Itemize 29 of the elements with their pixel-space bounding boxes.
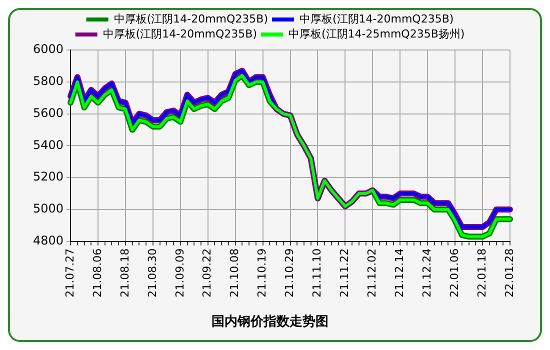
y-tick-label: 4800 — [32, 234, 64, 248]
x-tick-label: 21.09.22 — [200, 248, 214, 298]
y-tick-label: 5200 — [32, 170, 64, 184]
x-tick-label: 21.10.08 — [228, 248, 242, 298]
x-tick-label: 22.01.06 — [448, 248, 461, 298]
x-tick-label: 22.01.18 — [475, 248, 488, 298]
x-tick-label: 21.10.29 — [283, 248, 296, 298]
legend-label: 中厚板(江阴14-20mmQ235B) — [102, 27, 258, 40]
y-tick-label: 5000 — [32, 202, 64, 216]
x-tick-label: 21.12.02 — [366, 248, 379, 298]
x-tick-label: 21.11.10 — [310, 248, 324, 298]
x-tick-label: 21.10.19 — [256, 248, 269, 298]
y-tick-label: 5400 — [32, 138, 64, 152]
x-tick-label: 21.08.18 — [118, 248, 132, 298]
y-tick-label: 5600 — [32, 106, 64, 120]
x-tick-label: 21.11.22 — [338, 248, 352, 298]
legend-label: 中厚板(江阴14-25mmQ235B扬州) — [288, 27, 465, 40]
y-tick-label: 5800 — [32, 74, 64, 88]
x-tick-label: 21.08.30 — [146, 248, 159, 298]
legend-label: 中厚板(江阴14-20mmQ235B) — [114, 12, 268, 26]
x-tick-label: 21.09.09 — [173, 248, 186, 298]
legend-label: 中厚板(江阴14-20mmQ235B) — [300, 12, 454, 26]
x-tick-label: 21.08.06 — [90, 248, 104, 298]
x-tick-label: 21.12.24 — [420, 248, 434, 298]
x-tick-label: 22.01.28 — [502, 248, 516, 298]
x-tick-label: 21.12.14 — [392, 248, 406, 298]
y-tick-label: 6000 — [32, 42, 64, 56]
x-tick-label: 21.07.27 — [63, 248, 76, 298]
text: 国内钢价指数走势图 — [212, 314, 328, 330]
